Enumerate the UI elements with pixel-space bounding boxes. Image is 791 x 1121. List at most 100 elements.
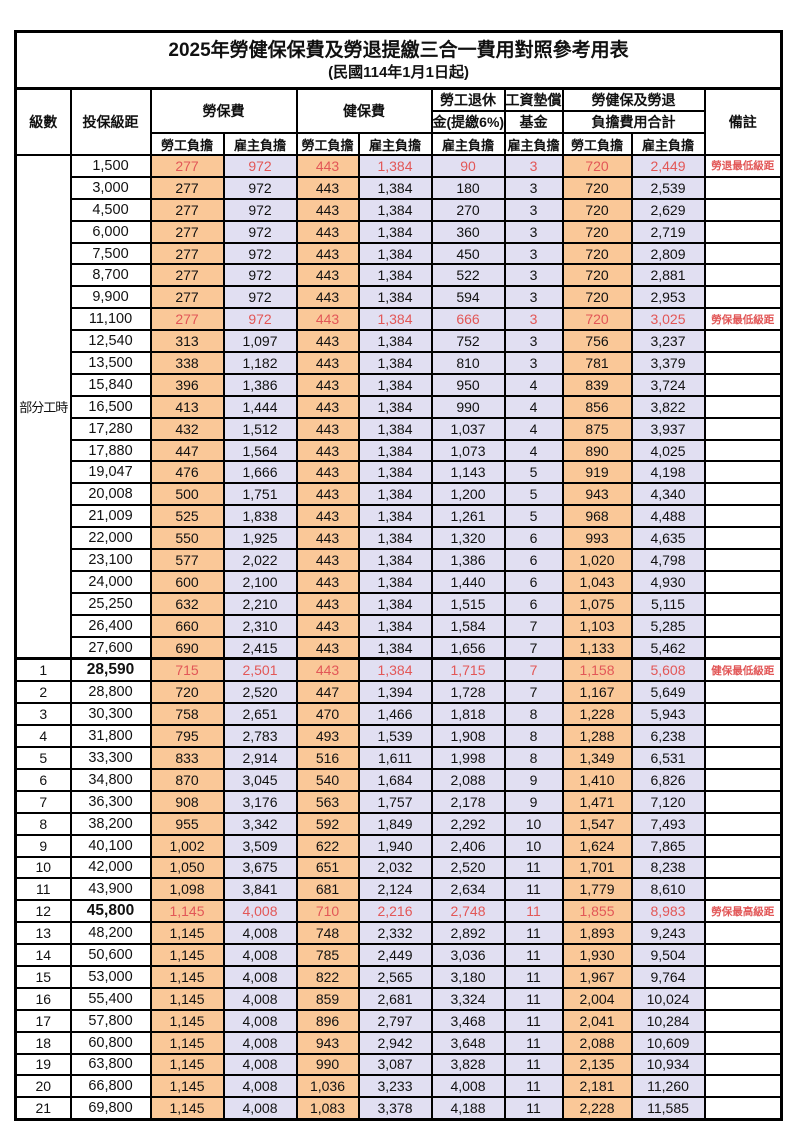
arrears-fund-cell: 6 xyxy=(503,591,564,616)
health-employer-cell: 1,384 xyxy=(357,263,433,288)
remark-cell xyxy=(703,285,783,310)
health-employee-cell: 592 xyxy=(295,811,360,836)
header-pension-top: 勞工退休 xyxy=(430,87,506,112)
total-employee-cell: 756 xyxy=(561,329,633,354)
subheader-labor-employee: 勞工負擔 xyxy=(149,132,225,156)
total-employer-cell: 6,531 xyxy=(630,746,706,770)
health-employer-cell: 1,384 xyxy=(357,635,433,661)
health-employee-cell: 443 xyxy=(295,569,360,594)
labor-employee-cell: 1,145 xyxy=(149,1052,225,1077)
total-employer-cell: 11,260 xyxy=(630,1074,706,1099)
subheader-health-employer: 雇主負擔 xyxy=(357,132,433,156)
table-row: 17,280 432 1,512 443 1,384 1,037 4 875 3,937 xyxy=(16,416,783,441)
table-row: 11 43,900 1,098 3,841 681 2,124 2,634 11 1,779 8,… xyxy=(14,877,783,902)
remark-cell xyxy=(703,460,783,485)
table-row: 6,000 277 972 443 1,384 360 3 720 2,719 xyxy=(16,219,783,244)
subheader-fund-employer: 雇主負擔 xyxy=(503,132,564,156)
labor-employee-cell: 277 xyxy=(149,241,225,266)
health-employee-cell: 563 xyxy=(295,789,360,814)
labor-employee-cell: 277 xyxy=(149,263,225,288)
bracket-cell: 69,800 xyxy=(69,1096,152,1121)
table-row: 16,500 413 1,444 443 1,384 990 4 856 3,822 xyxy=(16,394,783,419)
table-row: 16 55,400 1,145 4,008 859 2,681 3,324 11 2,004 10… xyxy=(14,986,783,1011)
arrears-fund-cell: 7 xyxy=(503,680,564,705)
labor-employee-cell: 1,002 xyxy=(149,833,225,858)
total-employee-cell: 1,967 xyxy=(561,964,633,989)
bracket-cell: 19,047 xyxy=(69,460,152,485)
arrears-fund-cell: 7 xyxy=(503,657,564,683)
table-row: 13 48,200 1,145 4,008 748 2,332 2,892 11 1,893 9,… xyxy=(14,921,783,946)
total-employee-cell: 1,547 xyxy=(561,811,633,836)
level-cell: 7 xyxy=(14,789,72,814)
labor-employee-cell: 277 xyxy=(149,197,225,222)
total-employer-cell: 10,024 xyxy=(630,986,706,1011)
bracket-cell: 36,300 xyxy=(69,789,152,814)
labor-employer-cell: 4,008 xyxy=(222,899,298,924)
labor-employee-cell: 720 xyxy=(149,680,225,705)
remark-cell xyxy=(703,789,783,814)
health-employee-cell: 943 xyxy=(295,1030,360,1055)
remark-cell xyxy=(703,372,783,397)
labor-employee-cell: 476 xyxy=(149,460,225,485)
header-level: 級數 xyxy=(14,87,72,156)
labor-employee-cell: 1,145 xyxy=(149,1074,225,1099)
pension-cell: 1,908 xyxy=(430,724,506,749)
table-row: 8 38,200 955 3,342 592 1,849 2,292 10 1,547 7,493 xyxy=(14,811,783,836)
labor-employer-cell: 2,651 xyxy=(222,702,298,727)
labor-employee-cell: 313 xyxy=(149,329,225,354)
remark-cell xyxy=(703,351,783,375)
total-employer-cell: 3,724 xyxy=(630,372,706,397)
table-row: 21 69,800 1,145 4,008 1,083 3,378 4,188 11 2,228… xyxy=(14,1096,783,1121)
pension-cell: 1,515 xyxy=(430,591,506,616)
total-employer-cell: 5,285 xyxy=(630,613,706,638)
health-employee-cell: 896 xyxy=(295,1008,360,1033)
health-employee-cell: 443 xyxy=(295,329,360,354)
header-total-top: 勞健保及勞退 xyxy=(561,87,706,112)
arrears-fund-cell: 3 xyxy=(503,351,564,375)
health-employer-cell: 1,384 xyxy=(357,657,433,683)
health-employee-cell: 443 xyxy=(295,285,360,310)
labor-employee-cell: 550 xyxy=(149,526,225,551)
labor-employee-cell: 1,145 xyxy=(149,921,225,946)
level-cell: 3 xyxy=(14,702,72,727)
health-employer-cell: 2,032 xyxy=(357,855,433,880)
table-row: 22,000 550 1,925 443 1,384 1,320 6 993 4,635 xyxy=(16,526,783,551)
health-employer-cell: 1,384 xyxy=(357,351,433,375)
header-bracket: 投保級距 xyxy=(69,87,152,156)
labor-employee-cell: 795 xyxy=(149,724,225,749)
health-employer-cell: 1,384 xyxy=(357,548,433,572)
health-employer-cell: 2,124 xyxy=(357,877,433,902)
labor-employer-cell: 4,008 xyxy=(222,1030,298,1055)
bracket-cell: 12,540 xyxy=(69,329,152,354)
table-row: 5 33,300 833 2,914 516 1,611 1,998 8 1,349 6,531 xyxy=(14,746,783,770)
table-row: 18 60,800 1,145 4,008 943 2,942 3,648 11 2,088 10… xyxy=(14,1030,783,1055)
subheader-total-employee: 勞工負擔 xyxy=(561,132,633,156)
table-row: 15,840 396 1,386 443 1,384 950 4 839 3,724 xyxy=(16,372,783,397)
arrears-fund-cell: 11 xyxy=(503,921,564,946)
table-row: 19,047 476 1,666 443 1,384 1,143 5 919 4,198 xyxy=(16,460,783,485)
table-row: 部分工時 1,500 277 972 443 1,384 90 3 720 2,449 勞退最低級距 xyxy=(14,154,783,660)
bracket-cell: 40,100 xyxy=(69,833,152,858)
labor-employee-cell: 660 xyxy=(149,613,225,638)
total-employer-cell: 8,983 xyxy=(630,899,706,924)
total-employee-cell: 1,349 xyxy=(561,746,633,770)
health-employer-cell: 1,466 xyxy=(357,702,433,727)
health-employer-cell: 2,449 xyxy=(357,943,433,967)
total-employee-cell: 1,893 xyxy=(561,921,633,946)
arrears-fund-cell: 11 xyxy=(503,1074,564,1099)
total-employer-cell: 4,198 xyxy=(630,460,706,485)
pension-cell: 90 xyxy=(430,154,506,178)
total-employee-cell: 720 xyxy=(561,285,633,310)
labor-employer-cell: 972 xyxy=(222,241,298,266)
labor-employee-cell: 833 xyxy=(149,746,225,770)
labor-employer-cell: 4,008 xyxy=(222,1052,298,1077)
labor-employer-cell: 2,310 xyxy=(222,613,298,638)
table-row: 12,540 313 1,097 443 1,384 752 3 756 3,237 xyxy=(16,329,783,354)
pension-cell: 1,728 xyxy=(430,680,506,705)
total-employer-cell: 2,629 xyxy=(630,197,706,222)
remark-cell xyxy=(703,943,783,967)
header-pension-bottom: 金(提繳6%) xyxy=(430,110,506,134)
health-employee-cell: 443 xyxy=(295,351,360,375)
total-employee-cell: 2,088 xyxy=(561,1030,633,1055)
remark-cell xyxy=(703,635,783,661)
